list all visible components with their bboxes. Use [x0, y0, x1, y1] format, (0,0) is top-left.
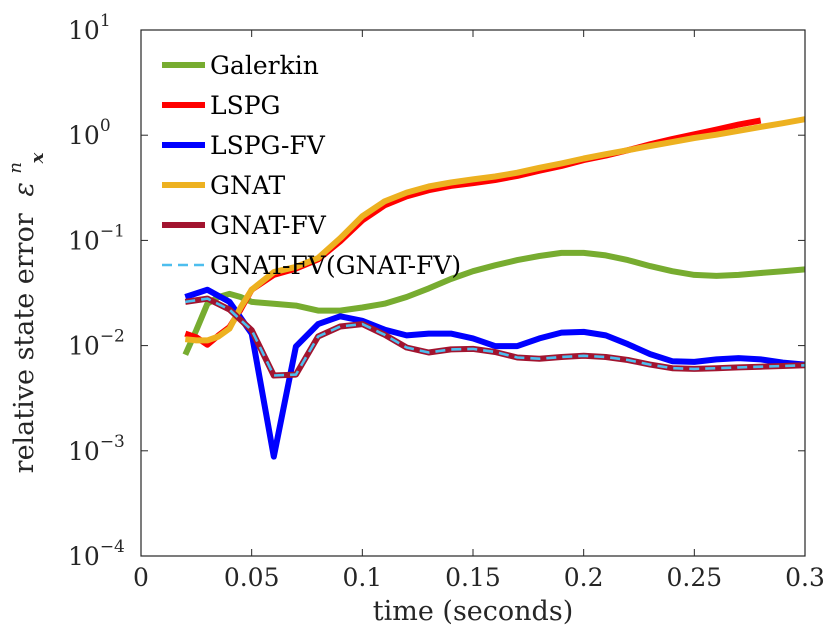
- legend-label: Galerkin: [210, 51, 319, 80]
- series-line-lspg-fv: [184, 286, 806, 460]
- series-layer: [182, 116, 806, 460]
- x-tick-label: 0.25: [666, 563, 722, 592]
- legend-label: GNAT-FV: [210, 211, 327, 240]
- x-tick-label: 0.1: [342, 563, 382, 592]
- y-tick-label: 10−4: [68, 537, 125, 571]
- y-tick-label: 10−2: [68, 327, 125, 361]
- y-tick-label: 100: [68, 116, 111, 150]
- x-tick-label: 0.3: [785, 563, 825, 592]
- y-tick-label: 10−3: [68, 432, 125, 466]
- legend-label: LSPG-FV: [210, 131, 326, 160]
- series-line-gnat-fv: [184, 295, 806, 379]
- y-axis-label-subscript: x: [27, 152, 48, 164]
- y-axis-label-superscript: n: [5, 162, 26, 174]
- x-axis-label: time (seconds): [373, 596, 573, 627]
- y-axis-label-text: relative state error: [9, 213, 40, 473]
- x-tick-label: 0.05: [224, 563, 280, 592]
- y-tick-label: 101: [68, 11, 111, 45]
- series-line-gnat: [184, 116, 806, 344]
- y-tick-label: 10−1: [68, 221, 125, 255]
- legend-label: GNAT-FV(GNAT-FV): [210, 251, 461, 280]
- series-line-gnat-fv-gnat-fv: [185, 297, 806, 377]
- y-axis-label-symbol: ε: [9, 182, 40, 197]
- legend: Galerkin LSPG LSPG-FV GNAT GNAT-FV GNAT-FV(GN…: [162, 51, 461, 280]
- y-axis-label: relative state error ε n x: [0, 152, 48, 473]
- x-tick-label: 0: [133, 563, 149, 592]
- series-line-galerkin: [182, 249, 806, 356]
- x-tick-label: 0.15: [445, 563, 501, 592]
- legend-label: LSPG: [210, 91, 281, 120]
- legend-label: GNAT: [210, 171, 286, 200]
- tick-layer: 0 0.05 0.1 0.15 0.2 0.25 0.3 10−4 10−3 10−2 10−1 10…: [68, 11, 825, 592]
- x-tick-label: 0.2: [564, 563, 604, 592]
